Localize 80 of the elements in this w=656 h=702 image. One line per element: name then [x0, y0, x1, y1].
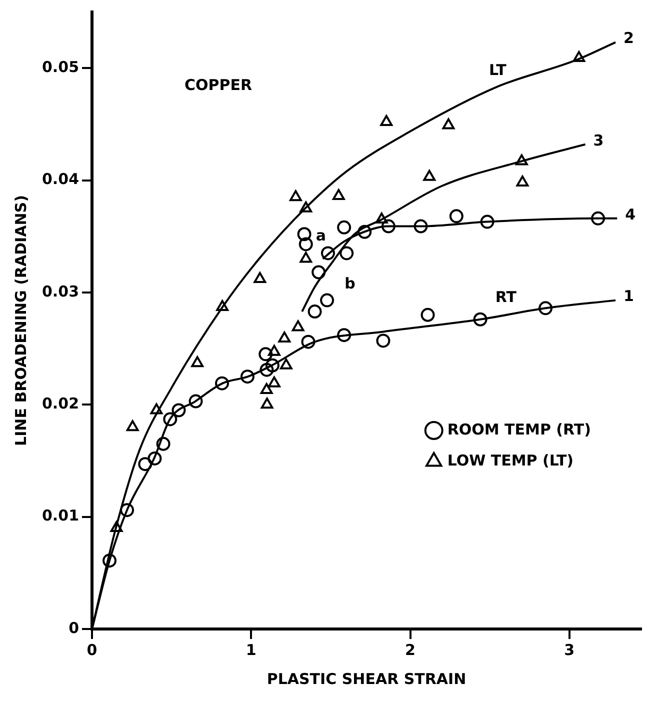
- point: [300, 252, 312, 263]
- point: [148, 451, 162, 466]
- point: [163, 412, 178, 426]
- point: [515, 154, 528, 166]
- point: [473, 312, 488, 326]
- point: [240, 370, 254, 384]
- point: [420, 308, 435, 322]
- point: [120, 503, 134, 518]
- point: [591, 211, 606, 226]
- point: [380, 114, 393, 126]
- point: [126, 420, 139, 432]
- point: [215, 376, 230, 390]
- y-tick-label: 0.03: [42, 282, 80, 300]
- legend-label: ROOM TEMP (RT): [447, 420, 592, 438]
- point: [337, 220, 352, 234]
- series-label: 2: [624, 29, 634, 48]
- y-tick-label: 0.01: [42, 506, 80, 525]
- point: [375, 212, 388, 224]
- point: [216, 300, 229, 312]
- point: [289, 190, 302, 202]
- point: [414, 219, 428, 234]
- annotation: b: [344, 274, 356, 293]
- point: [260, 383, 273, 394]
- point: [260, 362, 274, 377]
- point: [516, 176, 529, 187]
- series-label: 1: [624, 287, 634, 306]
- point: [278, 331, 291, 342]
- point: [138, 457, 152, 472]
- point: [358, 224, 372, 239]
- point: [308, 304, 322, 319]
- point: [172, 403, 186, 418]
- y-axis-title: LINE BROADENING (RADIANS): [12, 195, 30, 446]
- point: [442, 118, 455, 130]
- point: [572, 50, 586, 62]
- point: [332, 188, 345, 200]
- point: [156, 436, 170, 451]
- annotation: a: [316, 226, 326, 244]
- point: [260, 398, 274, 409]
- legend-label: LOW TEMP (LT): [447, 451, 574, 470]
- y-tick-label: 0.05: [42, 58, 80, 76]
- point: [376, 334, 390, 348]
- point: [449, 209, 464, 224]
- x-tick-label: 3: [564, 640, 575, 659]
- annotation: LT: [489, 61, 508, 80]
- x-tick-label: 2: [405, 640, 416, 659]
- point: [320, 293, 334, 308]
- point: [254, 272, 266, 283]
- x-tick-label: 0: [86, 640, 98, 659]
- point: [298, 237, 313, 252]
- point: [538, 301, 553, 316]
- annotation: RT: [495, 288, 518, 306]
- point: [268, 344, 280, 356]
- point: [300, 201, 312, 212]
- point: [423, 170, 436, 181]
- point: [312, 265, 326, 280]
- point: [188, 394, 203, 408]
- x-axis-title: PLASTIC SHEAR STRAIN: [266, 670, 466, 688]
- point: [301, 334, 316, 349]
- point: [292, 320, 304, 332]
- annotation: COPPER: [184, 76, 252, 94]
- point: [265, 358, 280, 372]
- series-label: 3: [593, 131, 604, 150]
- y-tick-label: 0.04: [42, 170, 80, 188]
- point: [110, 521, 123, 532]
- point: [381, 219, 396, 234]
- point: [320, 246, 335, 260]
- x-tick-label: 1: [246, 640, 256, 659]
- point: [340, 246, 354, 260]
- point: [268, 376, 280, 388]
- point: [150, 403, 163, 414]
- y-tick-label: 0.02: [42, 394, 80, 413]
- point: [337, 328, 352, 342]
- y-tick-label: 0: [68, 618, 80, 637]
- point: [102, 554, 117, 568]
- point: [297, 227, 312, 242]
- point: [480, 214, 494, 229]
- point: [280, 358, 292, 370]
- point: [258, 347, 273, 362]
- series-label: 4: [625, 205, 636, 224]
- point: [191, 356, 204, 368]
